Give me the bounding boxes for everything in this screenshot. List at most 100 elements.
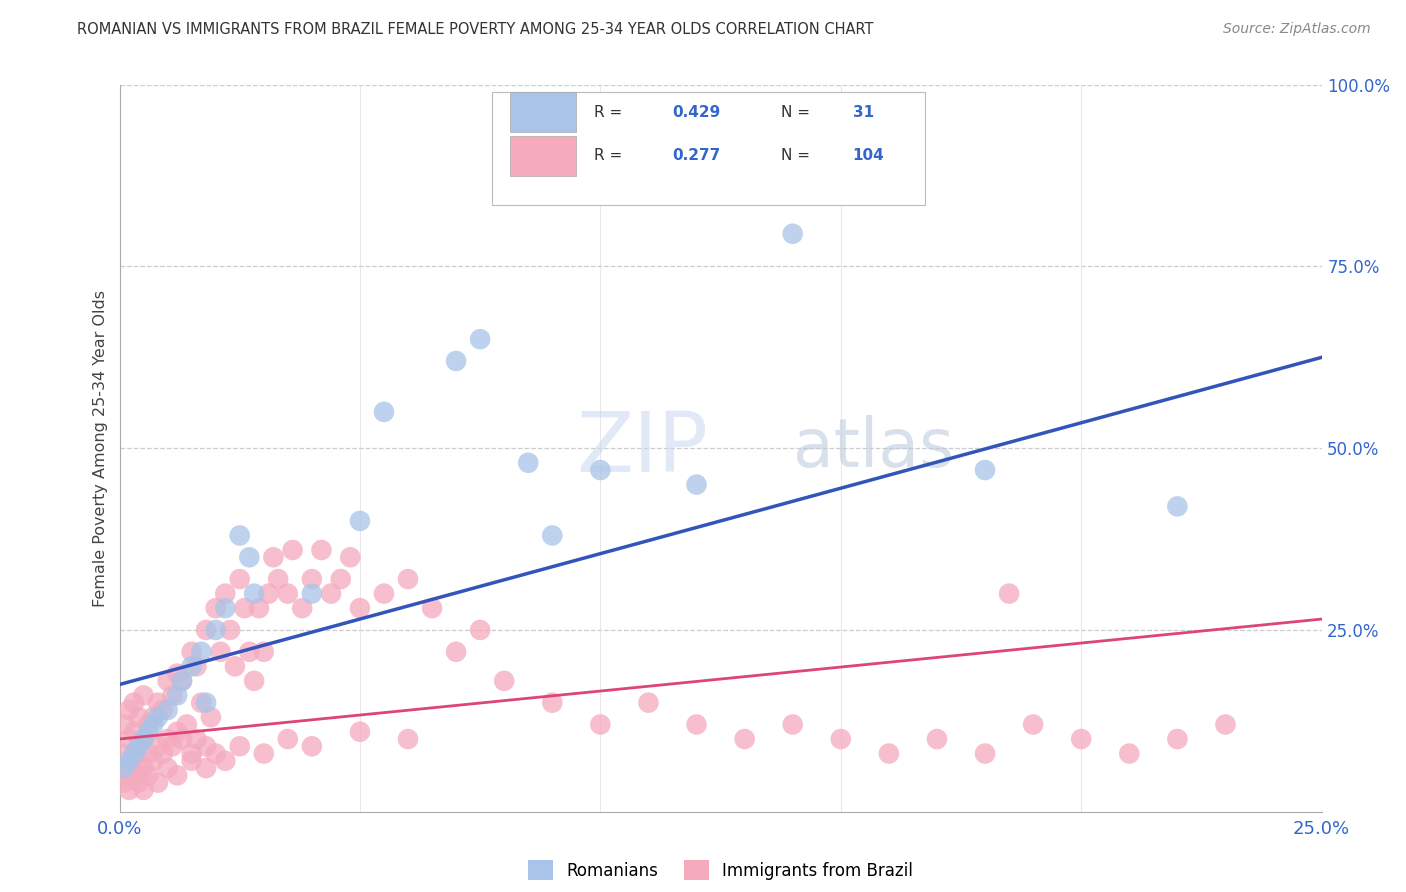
Point	[152, 703, 174, 717]
Point	[444, 354, 467, 368]
Point	[195, 696, 218, 710]
Point	[339, 550, 361, 565]
Point	[118, 731, 141, 746]
Point	[267, 572, 290, 586]
Point	[128, 710, 150, 724]
Point	[830, 731, 852, 746]
Point	[1166, 500, 1188, 514]
Point	[180, 659, 202, 673]
Text: ROMANIAN VS IMMIGRANTS FROM BRAZIL FEMALE POVERTY AMONG 25-34 YEAR OLDS CORRELAT: ROMANIAN VS IMMIGRANTS FROM BRAZIL FEMAL…	[77, 22, 875, 37]
Point	[373, 587, 395, 601]
Point	[420, 601, 443, 615]
Point	[118, 761, 141, 775]
Point	[228, 739, 252, 754]
Point	[132, 761, 155, 775]
Point	[1070, 731, 1092, 746]
Point	[200, 710, 222, 724]
Point	[685, 477, 707, 491]
Point	[243, 587, 266, 601]
Point	[1118, 747, 1140, 761]
Point	[998, 587, 1021, 601]
Point	[195, 623, 218, 637]
Point	[494, 673, 516, 688]
Point	[238, 645, 260, 659]
Point	[277, 587, 299, 601]
Point	[204, 747, 226, 761]
Point	[190, 645, 212, 659]
Point	[166, 768, 188, 782]
Point	[146, 696, 169, 710]
Point	[152, 747, 174, 761]
Point	[468, 332, 492, 346]
Point	[444, 645, 467, 659]
Text: N =: N =	[780, 148, 814, 163]
Point	[1166, 731, 1188, 746]
Point	[589, 463, 612, 477]
Point	[132, 731, 155, 746]
Text: N =: N =	[780, 104, 814, 120]
Point	[219, 623, 242, 637]
Point	[1022, 717, 1045, 731]
Point	[112, 775, 135, 789]
Point	[142, 754, 165, 768]
Point	[186, 659, 208, 673]
Text: Source: ZipAtlas.com: Source: ZipAtlas.com	[1223, 22, 1371, 37]
Text: atlas: atlas	[793, 416, 953, 481]
Point	[373, 405, 395, 419]
Point	[281, 543, 304, 558]
Point	[541, 528, 564, 542]
Point	[146, 739, 169, 754]
Point	[228, 572, 252, 586]
Point	[170, 673, 193, 688]
Point	[1215, 717, 1237, 731]
Text: 0.277: 0.277	[672, 148, 721, 163]
Point	[170, 673, 193, 688]
Point	[146, 775, 169, 789]
Point	[146, 710, 169, 724]
Point	[782, 227, 804, 241]
Point	[233, 601, 256, 615]
Text: 104: 104	[853, 148, 884, 163]
Point	[228, 528, 252, 542]
Point	[156, 761, 179, 775]
Point	[243, 673, 266, 688]
Text: R =: R =	[595, 148, 627, 163]
Point	[468, 623, 492, 637]
Point	[214, 587, 236, 601]
Point	[132, 689, 155, 703]
Point	[195, 761, 218, 775]
Point	[122, 768, 145, 782]
Point	[128, 768, 150, 782]
Point	[637, 696, 659, 710]
Point	[190, 696, 212, 710]
Point	[301, 739, 323, 754]
Y-axis label: Female Poverty Among 25-34 Year Olds: Female Poverty Among 25-34 Year Olds	[93, 290, 108, 607]
Point	[122, 754, 145, 768]
Point	[349, 514, 371, 528]
Point	[112, 717, 135, 731]
Legend: Romanians, Immigrants from Brazil: Romanians, Immigrants from Brazil	[522, 854, 920, 887]
Point	[253, 645, 276, 659]
Point	[112, 761, 135, 775]
Point	[396, 572, 419, 586]
Point	[974, 747, 997, 761]
Point	[142, 717, 165, 731]
Text: 31: 31	[853, 104, 875, 120]
Point	[162, 739, 184, 754]
Point	[877, 747, 900, 761]
Point	[156, 731, 179, 746]
Point	[138, 747, 160, 761]
Point	[214, 754, 236, 768]
Point	[176, 717, 198, 731]
Point	[166, 689, 188, 703]
Point	[209, 645, 232, 659]
Text: ZIP: ZIP	[576, 408, 709, 489]
Point	[118, 754, 141, 768]
Text: R =: R =	[595, 104, 627, 120]
Text: 0.429: 0.429	[672, 104, 721, 120]
Point	[128, 739, 150, 754]
Point	[319, 587, 342, 601]
Point	[195, 739, 218, 754]
Point	[311, 543, 333, 558]
FancyBboxPatch shape	[510, 92, 576, 132]
